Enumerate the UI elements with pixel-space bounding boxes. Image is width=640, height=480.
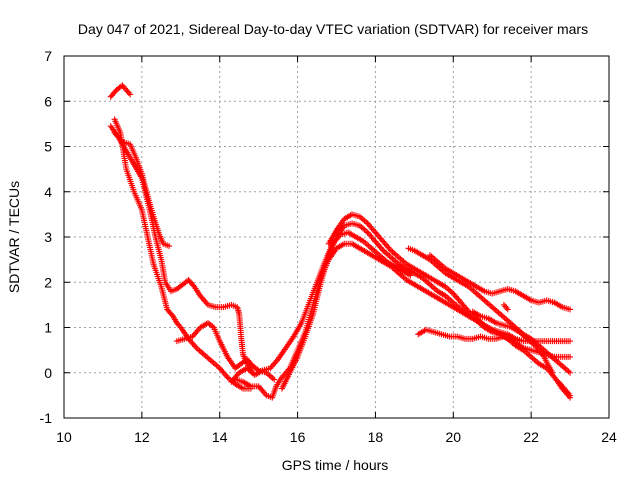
x-tick-label: 12 [134, 429, 150, 445]
y-tick-label: 7 [44, 48, 52, 64]
data-point [504, 306, 511, 313]
data-point [127, 91, 134, 98]
series-track-11 [426, 252, 574, 313]
x-tick-label: 24 [601, 429, 617, 445]
x-axis-label: GPS time / hours [282, 457, 389, 473]
series-track-9 [325, 211, 574, 401]
y-tick-label: 0 [44, 365, 52, 381]
data-point [567, 353, 574, 360]
grid [64, 56, 609, 418]
x-tick-label: 22 [523, 429, 539, 445]
data-point [567, 369, 574, 376]
series-track-12 [415, 326, 523, 345]
data-point [190, 282, 197, 289]
data-point [271, 376, 278, 383]
data-point [168, 311, 175, 318]
y-tick-label: 6 [44, 93, 52, 109]
x-tick-label: 10 [56, 429, 72, 445]
data-point [549, 369, 556, 376]
data-point [166, 243, 173, 250]
series-track-14 [500, 301, 511, 313]
y-tick-label: 4 [44, 184, 52, 200]
data-points [107, 82, 574, 401]
chart-title: Day 047 of 2021, Sidereal Day-to-day VTE… [78, 21, 588, 37]
y-tick-label: -1 [40, 410, 53, 426]
x-tick-label: 20 [445, 429, 461, 445]
data-point [567, 392, 574, 399]
data-point [567, 338, 574, 345]
y-tick-label: 5 [44, 139, 52, 155]
y-tick-label: 1 [44, 320, 52, 336]
y-axis-label: SDTVAR / TECUs [6, 181, 22, 293]
x-tick-label: 16 [290, 429, 306, 445]
series-track-3 [111, 129, 173, 250]
series-track-15 [555, 378, 574, 399]
y-tick-label: 3 [44, 229, 52, 245]
series-track-13 [469, 308, 556, 376]
y-tick-label: 2 [44, 274, 52, 290]
series-track-1 [107, 82, 134, 100]
data-point [567, 306, 574, 313]
x-tick-label: 18 [368, 429, 384, 445]
data-point [407, 272, 414, 279]
data-point [516, 338, 523, 345]
x-tick-label: 14 [212, 429, 228, 445]
